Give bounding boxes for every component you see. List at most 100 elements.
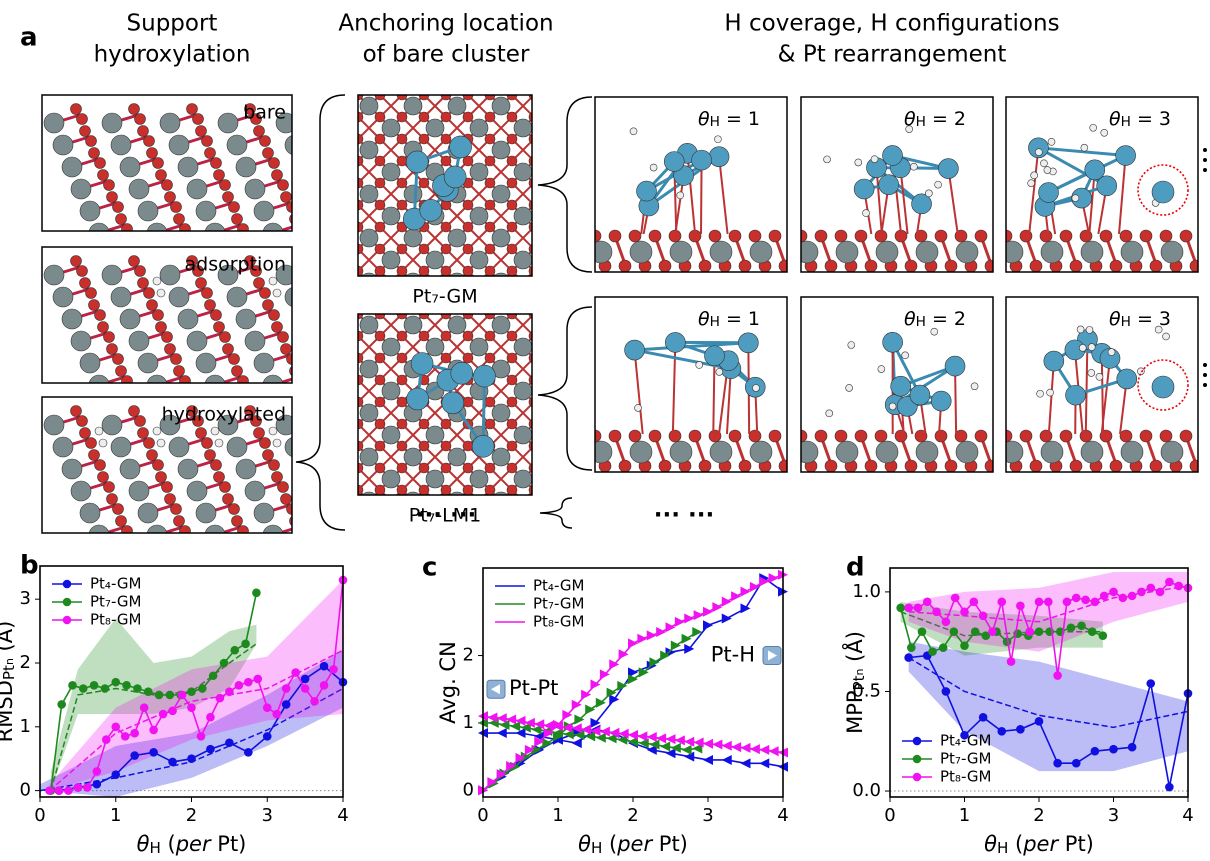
point: [1156, 588, 1165, 597]
atom: [71, 104, 82, 115]
point: [703, 607, 713, 617]
label: θH (per Pt): [984, 832, 1094, 857]
atom: [1041, 241, 1063, 263]
atom: [529, 222, 539, 232]
atom: [1020, 430, 1032, 442]
atom: [441, 463, 451, 473]
atom: [205, 300, 216, 311]
atom: [80, 201, 100, 221]
atom: [354, 526, 365, 537]
atom: [285, 287, 305, 307]
atom: [147, 375, 167, 395]
atom: [659, 460, 671, 472]
point: [572, 738, 582, 748]
label-part: Pt: [0, 665, 18, 680]
point: [628, 638, 638, 648]
atom: [879, 175, 899, 195]
atom: [1031, 172, 1038, 179]
structure-label: hydroxylated: [162, 404, 286, 426]
atom: [397, 178, 407, 188]
atom: [138, 428, 149, 439]
point: [225, 687, 234, 696]
point: [1072, 594, 1081, 603]
atom: [254, 278, 265, 289]
atom: [327, 310, 338, 321]
atom: [254, 126, 265, 137]
point: [168, 707, 177, 716]
atom: [120, 309, 140, 329]
atom: [218, 113, 238, 133]
atom: [382, 251, 400, 269]
point: [83, 783, 92, 792]
point: [1067, 623, 1076, 632]
atom: [245, 179, 265, 199]
atom: [492, 404, 510, 422]
point: [111, 723, 120, 732]
bond: [534, 468, 556, 490]
atom: [375, 419, 385, 429]
atom: [382, 470, 400, 488]
atom: [44, 113, 64, 133]
atom: [345, 202, 356, 213]
point: [694, 610, 704, 620]
atom: [165, 192, 176, 203]
atom: [507, 441, 517, 451]
x-tick-label: 4: [777, 805, 788, 826]
atom: [1088, 369, 1095, 376]
atom: [529, 375, 539, 385]
point: [111, 770, 120, 779]
bond: [295, 289, 321, 297]
atom: [95, 460, 106, 471]
atom: [485, 266, 495, 276]
atom: [281, 344, 292, 355]
point: [1091, 747, 1100, 756]
atom: [1088, 344, 1095, 351]
atom: [404, 229, 422, 247]
atom: [749, 430, 761, 442]
atom: [214, 472, 225, 483]
atom: [135, 416, 146, 427]
atom: [1117, 369, 1137, 389]
atom: [536, 97, 554, 115]
atom: [529, 353, 539, 363]
bond: [534, 249, 556, 271]
atom: [303, 256, 314, 267]
atom: [336, 332, 347, 343]
label-part: H: [149, 839, 160, 857]
atom: [995, 230, 1007, 242]
point: [241, 640, 250, 649]
column-header: Support: [127, 11, 218, 37]
atom: [238, 224, 249, 235]
point: [647, 630, 657, 640]
column-header: H coverage, H configurations: [724, 11, 1059, 37]
label-part: RMSD: [0, 680, 17, 742]
atom: [664, 152, 684, 172]
atom: [995, 430, 1007, 442]
atom: [426, 251, 444, 269]
atom: [419, 419, 429, 429]
atom: [956, 241, 978, 263]
point: [1091, 598, 1100, 607]
atom: [835, 430, 847, 442]
atom: [1040, 160, 1047, 167]
atom: [441, 266, 451, 276]
atom: [441, 331, 451, 341]
atom: [116, 516, 127, 527]
atom: [330, 170, 341, 181]
atom: [296, 376, 307, 387]
atom: [1037, 390, 1044, 397]
label-part: (: [1008, 832, 1023, 856]
bond: [701, 160, 702, 234]
atom: [629, 230, 641, 242]
atom: [147, 223, 167, 243]
atom: [236, 459, 256, 479]
atom: [290, 366, 301, 377]
bond: [534, 446, 556, 468]
bond: [534, 468, 556, 490]
atom: [89, 525, 109, 545]
atom: [463, 353, 473, 363]
atom: [397, 441, 407, 451]
label: θH = 2: [904, 108, 966, 131]
point: [939, 643, 948, 652]
atom: [529, 134, 539, 144]
